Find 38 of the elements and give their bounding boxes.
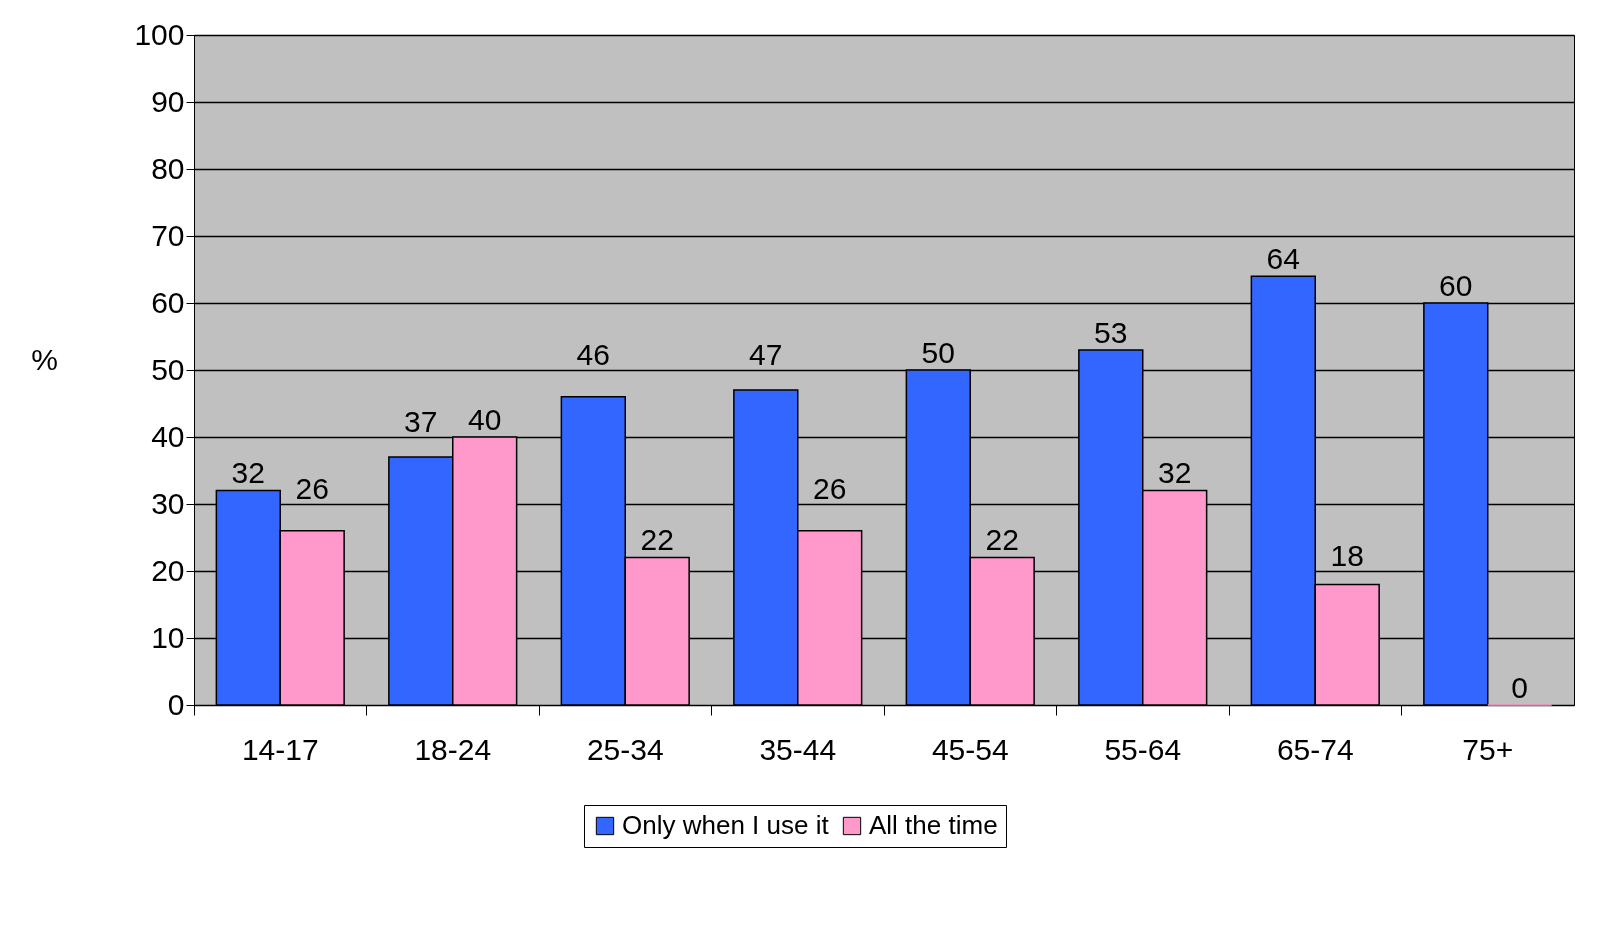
y-tick-label: 20 bbox=[151, 553, 185, 587]
y-axis-title: % bbox=[31, 342, 58, 376]
data-label: 47 bbox=[749, 337, 783, 371]
x-tick-label: 25-34 bbox=[586, 732, 664, 766]
data-label: 18 bbox=[1330, 538, 1364, 572]
y-tick-label: 60 bbox=[151, 285, 185, 319]
y-tick-label: 0 bbox=[167, 687, 185, 721]
y-tick-label: 50 bbox=[151, 352, 185, 386]
legend-label: All the time bbox=[869, 810, 998, 840]
data-label: 37 bbox=[404, 404, 438, 438]
data-label: 53 bbox=[1094, 315, 1128, 349]
data-label: 0 bbox=[1511, 670, 1529, 704]
data-label: 50 bbox=[921, 335, 955, 369]
data-label: 60 bbox=[1439, 268, 1473, 302]
y-tick-label: 80 bbox=[151, 151, 185, 185]
data-label: 26 bbox=[295, 471, 329, 505]
data-label: 64 bbox=[1266, 241, 1300, 275]
data-label: 46 bbox=[576, 337, 610, 371]
data-label: 22 bbox=[985, 523, 1019, 557]
y-tick-label: 70 bbox=[151, 218, 185, 252]
x-tick-label: 14-17 bbox=[241, 732, 319, 766]
x-tick-label: 45-54 bbox=[931, 732, 1009, 766]
data-label: 26 bbox=[813, 471, 847, 505]
x-tick-label: 18-24 bbox=[414, 732, 492, 766]
x-tick-label: 55-64 bbox=[1104, 732, 1182, 766]
legend-label: Only when I use it bbox=[622, 810, 830, 840]
x-tick-label: 35-44 bbox=[759, 732, 837, 766]
data-label: 32 bbox=[231, 456, 265, 490]
y-tick-label: 100 bbox=[134, 17, 185, 51]
x-tick-label: 75+ bbox=[1462, 732, 1514, 766]
y-tick-label: 10 bbox=[151, 620, 185, 654]
data-label: 32 bbox=[1158, 456, 1192, 490]
y-tick-label: 90 bbox=[151, 84, 185, 118]
y-tick-label: 30 bbox=[151, 486, 185, 520]
x-tick-label: 65-74 bbox=[1276, 732, 1354, 766]
data-label: 40 bbox=[468, 402, 502, 436]
data-label: 22 bbox=[640, 523, 674, 557]
y-tick-label: 40 bbox=[151, 419, 185, 453]
